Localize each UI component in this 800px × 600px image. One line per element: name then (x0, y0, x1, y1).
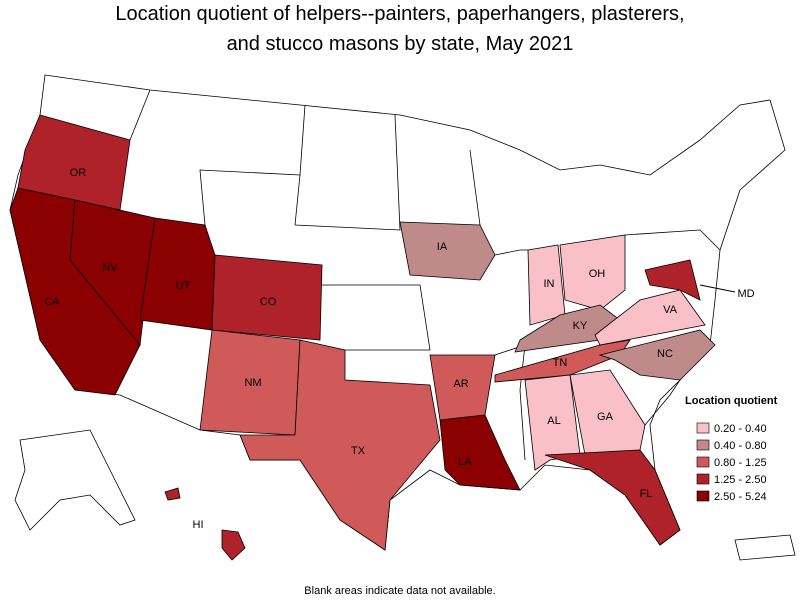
state-border (644, 379, 681, 426)
legend-swatch (696, 456, 710, 468)
state-border (469, 149, 481, 226)
state-label: KY (573, 320, 588, 332)
state-label: LA (458, 456, 472, 468)
state-border (199, 104, 306, 226)
legend-swatch (696, 422, 710, 434)
state (221, 529, 246, 561)
state (594, 289, 706, 346)
state (239, 339, 441, 551)
state-label: AR (453, 378, 468, 390)
legend: 0.20 - 0.40 0.40 - 0.80 0.80 - 1.25 1.25 - … (696, 422, 767, 503)
states: OR CA NV UT CO NM TX IA AR LA IN OH KY TN NC VA MD AL GA FL… (9, 114, 755, 561)
title: and stucco masons by state, May 2021 (227, 33, 574, 55)
title: Location quotient of helpers--painters, … (115, 3, 684, 25)
legend-swatch (696, 439, 710, 451)
state-label: IA (437, 241, 448, 253)
state-label: UT (176, 280, 191, 292)
state (644, 259, 701, 301)
state-label: TN (553, 357, 568, 369)
state-border (294, 114, 401, 231)
legend-label: 0.40 - 0.80 (714, 440, 767, 452)
state-label: IN (544, 278, 555, 290)
state-label: AL (547, 415, 560, 427)
leader-line (699, 284, 736, 293)
state (211, 254, 323, 341)
state-label: OR (70, 167, 87, 179)
legend-label: 0.80 - 1.25 (714, 457, 767, 469)
state-label: NC (657, 348, 673, 360)
state-label: NM (244, 377, 261, 389)
state-label: OH (589, 268, 606, 280)
puerto-rico (734, 534, 796, 561)
state-label: TX (351, 445, 366, 457)
state (598, 329, 716, 381)
legend-label: 1.25 - 2.50 (714, 474, 767, 486)
legend-title: Location quotient (685, 395, 778, 407)
state-label: VA (663, 304, 678, 316)
footnote: Blank areas indicate data not available. (304, 585, 495, 597)
state (559, 234, 626, 311)
legend-swatch (696, 473, 710, 485)
state-label: CO (260, 296, 277, 308)
legend-label: 2.50 - 5.24 (714, 491, 767, 503)
alaska (14, 429, 136, 531)
state-label: HI (193, 519, 204, 531)
state-label: NV (102, 262, 118, 274)
state (399, 221, 496, 281)
legend-label: 0.20 - 0.40 (714, 423, 767, 435)
state (69, 199, 156, 346)
state (439, 414, 521, 491)
state-label: MD (737, 288, 754, 300)
state-label: CA (44, 296, 60, 308)
state-border (494, 249, 528, 256)
legend-swatch (696, 490, 710, 502)
state-border (624, 229, 721, 251)
state (569, 369, 646, 456)
state-border (129, 89, 151, 141)
state (544, 449, 681, 546)
state (164, 487, 181, 501)
state-label: GA (597, 411, 614, 423)
state-label: FL (640, 488, 653, 500)
